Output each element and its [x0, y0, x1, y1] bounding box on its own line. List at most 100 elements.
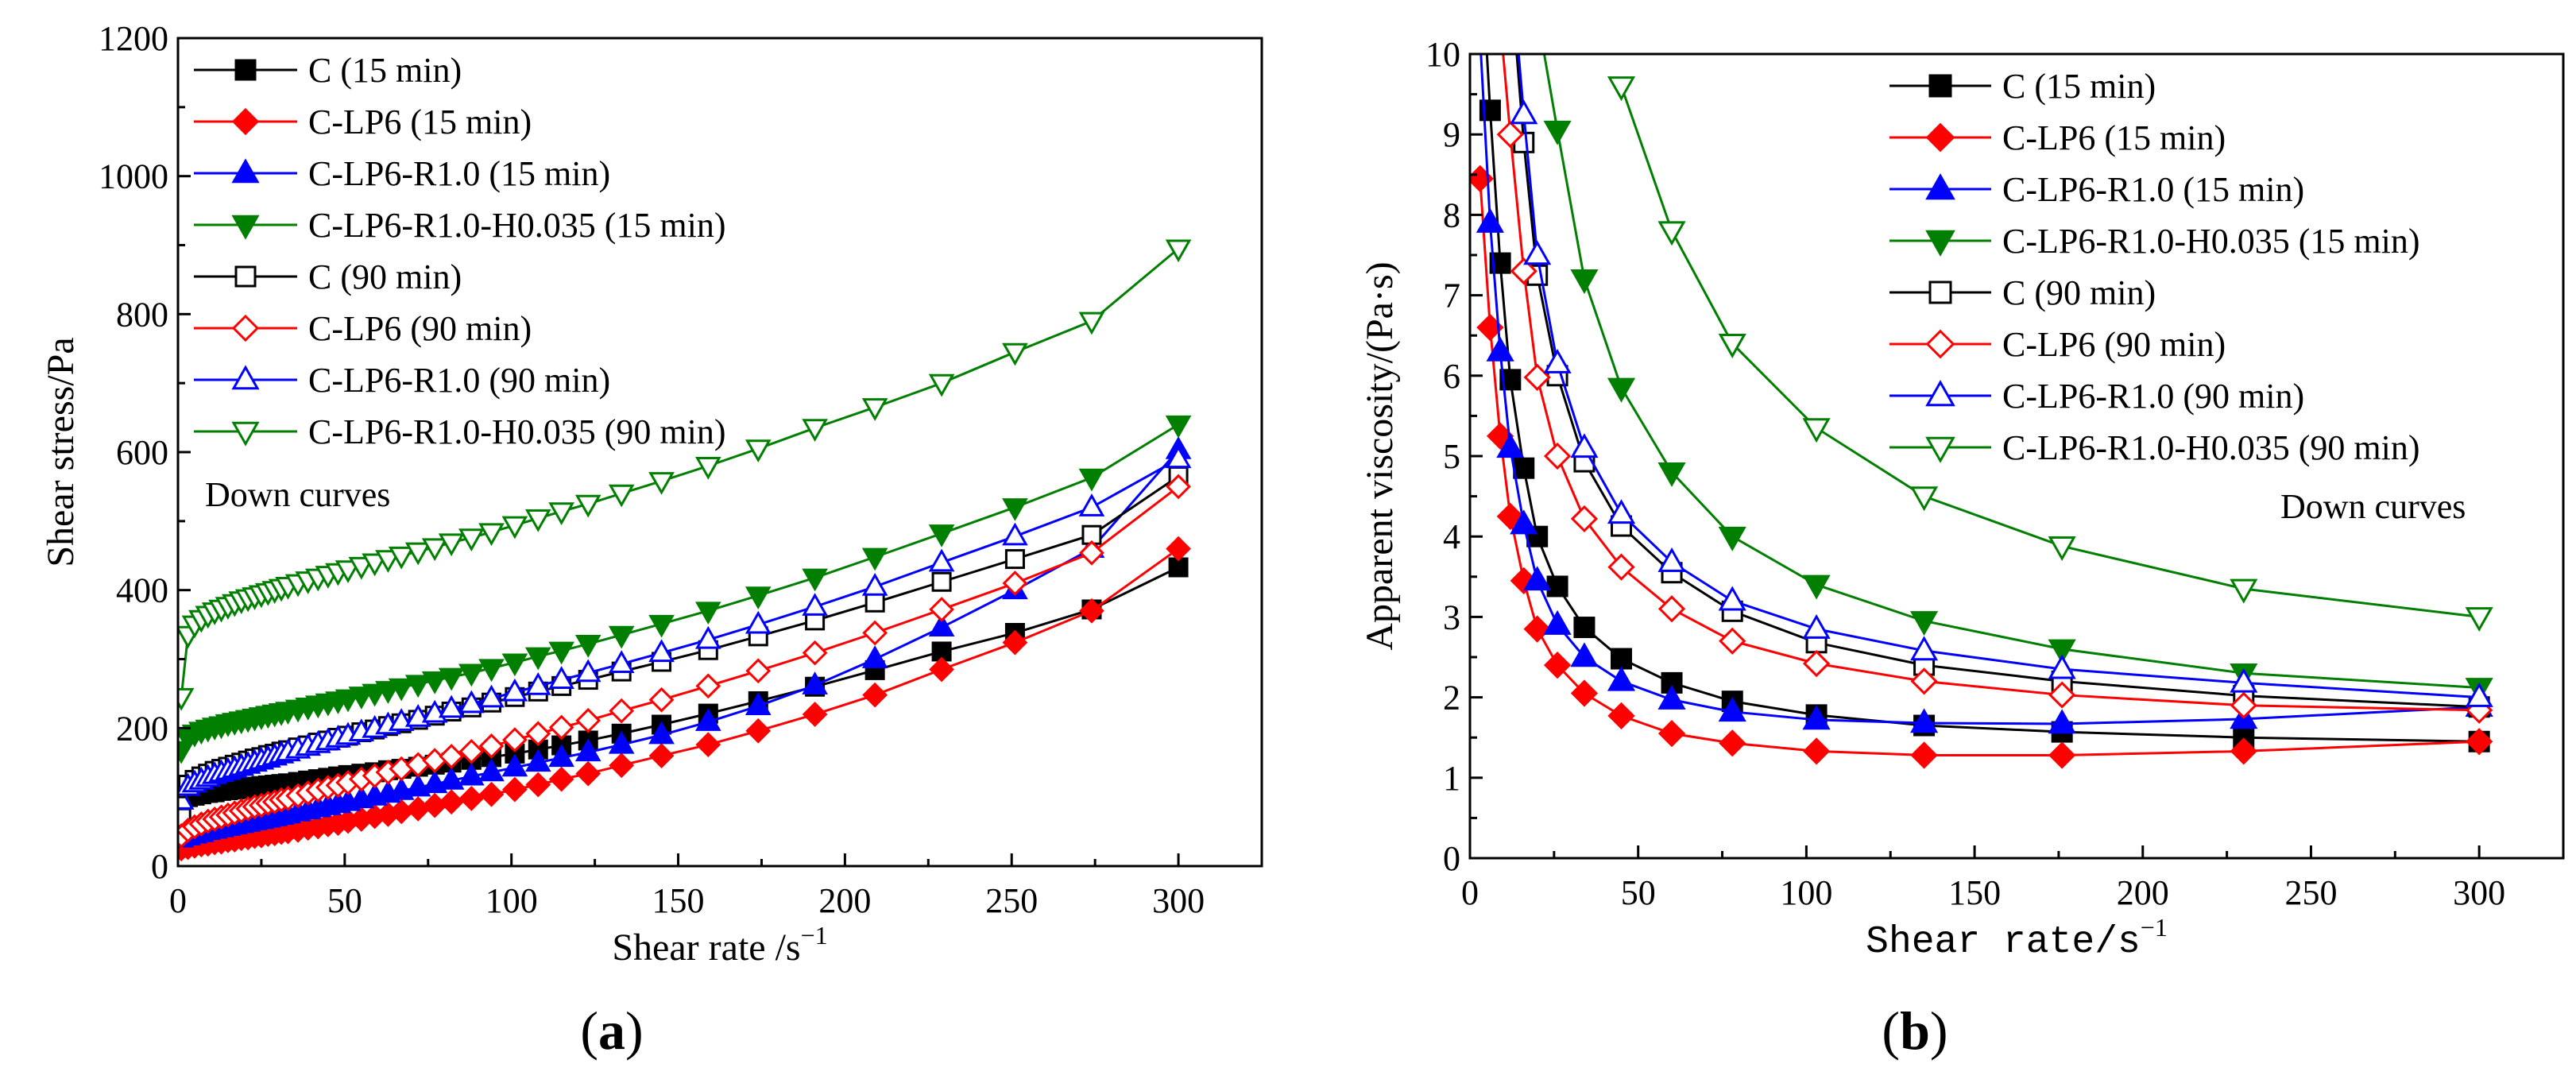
data-point — [608, 484, 635, 508]
data-point — [404, 542, 431, 566]
legend-label: C (90 min) — [308, 257, 462, 296]
data-point — [1513, 131, 1535, 153]
data-point — [458, 690, 485, 714]
data-point — [575, 760, 601, 787]
x-axis-label: Shear rate /s−1 — [612, 921, 827, 969]
data-point — [1718, 586, 1746, 611]
data-point — [1002, 571, 1028, 596]
panel-b-label: (b) — [1882, 1000, 1947, 1061]
annotation-down-curves: Down curves — [2280, 487, 2466, 526]
legend-marker — [1925, 436, 1955, 463]
x-tick-label: 200 — [2117, 873, 2169, 912]
data-point — [348, 556, 375, 580]
x-tick-label: 250 — [985, 881, 1038, 920]
data-point — [362, 553, 388, 577]
series-line — [1479, 54, 2480, 725]
data-point — [1543, 609, 1572, 635]
data-point — [864, 592, 885, 613]
data-point — [458, 786, 485, 811]
data-point — [1910, 741, 1938, 769]
data-point — [802, 593, 828, 616]
data-point — [501, 653, 528, 677]
legend-label: C (15 min) — [308, 51, 462, 90]
legend-item-6: C-LP6-R1.0 (90 min) — [194, 361, 610, 400]
data-point — [524, 749, 551, 772]
data-point — [1078, 468, 1105, 492]
y-tick-label: 1200 — [99, 19, 168, 58]
data-point — [1719, 729, 1746, 757]
data-point — [478, 733, 505, 759]
x-tick-label: 200 — [818, 881, 871, 920]
y-tick-label: 9 — [1443, 115, 1460, 154]
data-point — [1510, 99, 1538, 125]
legend-label: C-LP6-R1.0 (15 min) — [2002, 170, 2304, 209]
data-point — [2230, 667, 2258, 693]
series-5 — [1496, 54, 2493, 724]
data-point — [745, 439, 772, 462]
data-point — [2048, 681, 2076, 709]
data-point — [1523, 240, 1552, 265]
data-point — [2048, 639, 2076, 664]
data-point — [1802, 737, 1831, 765]
data-point — [1607, 377, 1636, 403]
plot-area — [178, 239, 1192, 862]
data-point — [929, 656, 954, 683]
legend-label: C (15 min) — [2002, 67, 2156, 106]
data-point — [1002, 629, 1028, 656]
series-2 — [1476, 54, 2493, 734]
data-point — [1719, 627, 1746, 655]
legend-marker — [1928, 74, 1952, 98]
legend-label: C-LP6 (15 min) — [2002, 118, 2226, 157]
series-line — [1485, 54, 2480, 743]
data-point — [1002, 522, 1028, 546]
data-point — [478, 659, 505, 683]
data-point — [861, 645, 888, 668]
y-tick-label: 400 — [116, 571, 168, 610]
x-tick-label: 300 — [2453, 873, 2505, 912]
data-point — [802, 419, 828, 442]
data-point — [1496, 502, 1524, 531]
x-tick-label: 150 — [652, 881, 705, 920]
data-point — [694, 708, 721, 731]
legend-item-5: C-LP6 (90 min) — [194, 309, 532, 348]
data-point — [648, 639, 675, 663]
data-point — [1802, 613, 1831, 639]
data-point — [802, 568, 828, 592]
y-tick-label: 7 — [1443, 277, 1460, 315]
data-point — [574, 659, 601, 683]
legend-marker — [1928, 280, 1952, 304]
data-point — [694, 602, 721, 625]
series-line — [1620, 85, 2480, 618]
data-point — [1718, 697, 1746, 722]
data-point — [928, 524, 955, 547]
data-point — [1496, 433, 1525, 458]
data-point — [2048, 709, 2076, 734]
y-tick-label: 6 — [1443, 357, 1460, 396]
series-1 — [1470, 164, 2493, 769]
data-point — [608, 730, 635, 754]
data-point — [438, 766, 465, 790]
x-tick-label: 100 — [485, 881, 538, 920]
data-point — [802, 640, 828, 666]
data-point — [648, 743, 675, 768]
data-point — [1909, 486, 1939, 512]
data-point — [574, 634, 601, 658]
series-line — [1502, 54, 2480, 712]
data-point — [548, 502, 574, 526]
legend-item-3: C-LP6-R1.0-H0.035 (15 min) — [1889, 222, 2420, 261]
series-3 — [1542, 54, 2493, 703]
data-point — [694, 456, 721, 480]
legend-marker — [231, 158, 260, 184]
data-point — [1657, 547, 1686, 572]
data-point — [478, 758, 505, 782]
data-point — [548, 666, 574, 689]
y-tick-label: 3 — [1443, 598, 1460, 636]
data-point — [548, 766, 574, 792]
data-point — [501, 516, 528, 540]
legend-item-0: C (15 min) — [1889, 67, 2156, 106]
legend-item-7: C-LP6-R1.0-H0.035 (90 min) — [1889, 428, 2420, 467]
data-point — [1909, 708, 1939, 733]
legend-item-7: C-LP6-R1.0-H0.035 (90 min) — [194, 412, 726, 451]
data-point — [1657, 720, 1686, 748]
data-point — [1909, 636, 1939, 661]
